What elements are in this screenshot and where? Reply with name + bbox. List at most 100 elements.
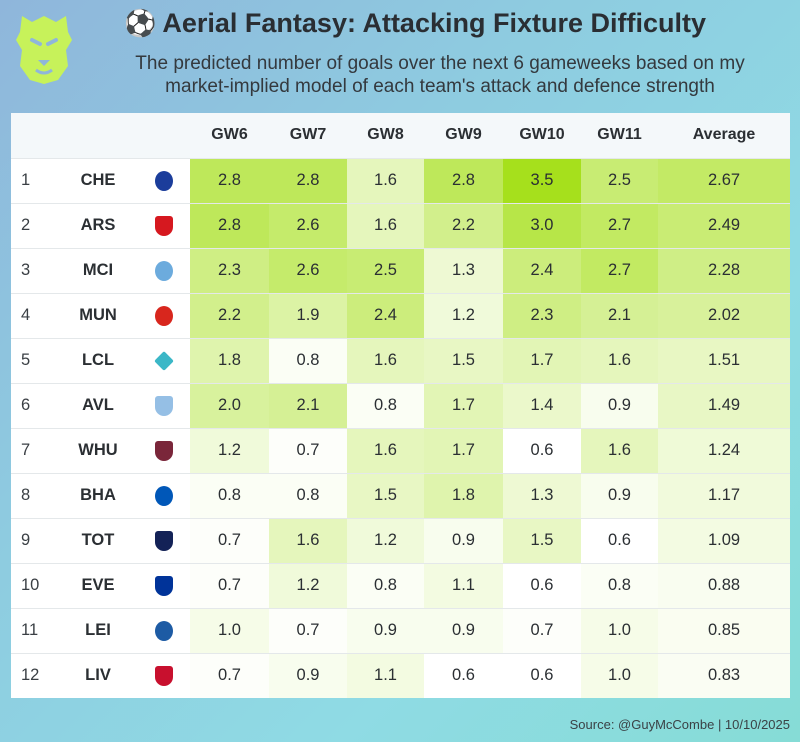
value-cell-gw9: 1.7: [424, 383, 503, 428]
crest-cell: [137, 563, 190, 608]
rank-cell: 5: [21, 351, 31, 369]
value-cell-gw6: 2.3: [190, 248, 269, 293]
value-cell-gw10: 0.6: [503, 428, 581, 473]
value-cell-gw10: 0.6: [503, 653, 581, 698]
rank-cell: 9: [21, 531, 31, 549]
value-cell-gw11: 0.9: [581, 383, 658, 428]
value-cell-gw11: 0.6: [581, 518, 658, 563]
crest-cell: [137, 428, 190, 473]
team-cell: LIV: [85, 666, 111, 685]
subtitle-line-1: The predicted number of goals over the n…: [135, 53, 745, 74]
subtitle-line-2: market-implied model of each team's atta…: [165, 76, 715, 97]
table-row: 8 BHA 0.8 0.8 1.5 1.8 1.3 0.9 1.17: [11, 473, 790, 518]
table-body: 1 CHE 2.8 2.8 1.6 2.8 3.5 2.5 2.67 2 ARS 2.8 2.6 1.6 2…: [11, 158, 790, 698]
value-cell-gw6: 1.8: [190, 338, 269, 383]
value-cell-gw10: 1.3: [503, 473, 581, 518]
value-cell-gw7: 2.8: [269, 158, 347, 203]
value-cell-gw11: 2.7: [581, 248, 658, 293]
value-cell-gw7: 0.7: [269, 608, 347, 653]
value-cell-gw11: 0.8: [581, 563, 658, 608]
value-cell-gw9: 2.8: [424, 158, 503, 203]
value-cell-gw11: 0.9: [581, 473, 658, 518]
average-cell: 1.51: [658, 338, 790, 383]
rank-cell: 11: [21, 621, 39, 639]
value-cell-gw8: 1.6: [347, 158, 424, 203]
column-header-gw7: GW7: [289, 126, 327, 144]
crest-cell: [137, 293, 190, 338]
average-cell: 1.09: [658, 518, 790, 563]
value-cell-gw8: 2.5: [347, 248, 424, 293]
team-cell: MCI: [82, 261, 114, 279]
value-cell-gw10: 3.5: [503, 158, 581, 203]
value-cell-gw7: 1.9: [269, 293, 347, 338]
source-note: Source: @GuyMcCombe | 10/10/2025: [569, 717, 790, 732]
crest-cell: [137, 653, 190, 698]
value-cell-gw11: 2.1: [581, 293, 658, 338]
value-cell-gw7: 2.1: [269, 383, 347, 428]
rank-cell: 2: [21, 216, 31, 234]
lincoln-diamond-icon: [153, 350, 174, 371]
team-cell: MUN: [79, 306, 117, 324]
table-row: 11 LEI 1.0 0.7 0.9 0.9 0.7 1.0 0.85: [11, 608, 790, 653]
value-cell-gw7: 0.8: [269, 473, 347, 518]
column-header-gw10: GW10: [519, 126, 565, 144]
value-cell-gw6: 0.7: [190, 653, 269, 698]
crest-cell: [137, 338, 190, 383]
crest-cell: [137, 518, 190, 563]
table-row: 3 MCI 2.3 2.6 2.5 1.3 2.4 2.7 2.28: [11, 248, 790, 293]
column-header-average: Average: [692, 126, 756, 144]
column-header-gw11: GW11: [597, 126, 642, 144]
value-cell-gw10: 2.3: [503, 293, 581, 338]
value-cell-gw11: 2.5: [581, 158, 658, 203]
table-row: 1 CHE 2.8 2.8 1.6 2.8 3.5 2.5 2.67: [11, 158, 790, 203]
value-cell-gw7: 0.8: [269, 338, 347, 383]
team-cell: BHA: [80, 486, 116, 504]
brighton-crest-icon: [154, 485, 173, 506]
man-utd-crest-icon: [154, 305, 173, 326]
crest-cell: [137, 158, 190, 203]
value-cell-gw7: 0.7: [269, 428, 347, 473]
value-cell-gw9: 1.1: [424, 563, 503, 608]
value-cell-gw8: 0.8: [347, 383, 424, 428]
value-cell-gw6: 1.0: [190, 608, 269, 653]
value-cell-gw7: 1.2: [269, 563, 347, 608]
rank-cell: 7: [21, 441, 31, 459]
table-row: 2 ARS 2.8 2.6 1.6 2.2 3.0 2.7 2.49: [11, 203, 790, 248]
chelsea-crest-icon: [154, 170, 173, 191]
value-cell-gw7: 2.6: [269, 203, 347, 248]
value-cell-gw7: 2.6: [269, 248, 347, 293]
value-cell-gw9: 2.2: [424, 203, 503, 248]
table-header-row: GW6 GW7 GW8 GW9 GW10 GW11 Average: [11, 113, 790, 158]
rank-cell: 12: [21, 666, 40, 685]
value-cell-gw6: 2.8: [190, 203, 269, 248]
crest-cell: [137, 203, 190, 248]
average-cell: 2.67: [658, 158, 790, 203]
table-row: 4 MUN 2.2 1.9 2.4 1.2 2.3 2.1 2.02: [11, 293, 790, 338]
value-cell-gw9: 0.9: [424, 608, 503, 653]
tottenham-crest-icon: [154, 530, 173, 551]
average-cell: 2.49: [658, 203, 790, 248]
value-cell-gw9: 0.6: [424, 653, 503, 698]
average-cell: 0.83: [658, 653, 790, 698]
team-cell: ARS: [80, 216, 116, 234]
crest-cell: [137, 473, 190, 518]
value-cell-gw8: 1.2: [347, 518, 424, 563]
average-cell: 2.02: [658, 293, 790, 338]
value-cell-gw9: 0.9: [424, 518, 503, 563]
average-cell: 0.88: [658, 563, 790, 608]
arsenal-crest-icon: [154, 215, 173, 236]
team-header: [59, 113, 137, 158]
team-cell: AVL: [82, 396, 114, 414]
value-cell-gw10: 3.0: [503, 203, 581, 248]
rank-cell: 1: [21, 171, 31, 189]
value-cell-gw11: 1.0: [581, 608, 658, 653]
average-cell: 1.24: [658, 428, 790, 473]
table-row: 9 TOT 0.7 1.6 1.2 0.9 1.5 0.6 1.09: [11, 518, 790, 563]
value-cell-gw8: 1.1: [347, 653, 424, 698]
value-cell-gw7: 1.6: [269, 518, 347, 563]
value-cell-gw11: 1.0: [581, 653, 658, 698]
soccer-ball-icon: ⚽: [124, 8, 157, 38]
crest-cell: [137, 383, 190, 428]
aston-villa-crest-icon: [154, 395, 173, 416]
table-row: 7 WHU 1.2 0.7 1.6 1.7 0.6 1.6 1.24: [11, 428, 790, 473]
